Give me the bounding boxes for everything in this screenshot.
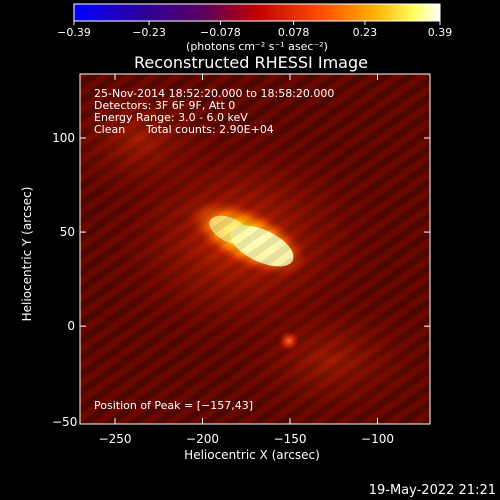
colorbar-ticks: −0.39 −0.23 −0.078 0.078 0.23 0.39 <box>57 21 452 39</box>
plot-frame <box>79 73 431 425</box>
x-axis-label: Heliocentric X (arcsec) <box>184 448 320 462</box>
colorbar-tick-label: −0.39 <box>57 26 91 39</box>
y-tick-label: 0 <box>67 319 75 333</box>
x-axis: −250 −200 −150 −100 <box>99 74 394 446</box>
clean-text: Clean <box>94 123 125 136</box>
heatmap-image <box>80 74 430 424</box>
x-tick-label: −100 <box>361 432 394 446</box>
colorbar-tick-label: 0.39 <box>428 26 453 39</box>
colorbar-units: (photons cm⁻² s⁻¹ asec⁻²) <box>186 40 328 53</box>
colorbar-tick-label: 0.078 <box>278 26 310 39</box>
total-counts-text: Total counts: 2.90E+04 <box>145 123 274 136</box>
y-axis-label: Heliocentric Y (arcsec) <box>20 187 34 322</box>
colorbar <box>73 3 441 22</box>
x-tick-label: −200 <box>186 432 219 446</box>
x-tick-label: −250 <box>99 432 132 446</box>
peak-position-text: Position of Peak = [−157,43] <box>94 399 253 412</box>
y-tick-label: 50 <box>60 225 75 239</box>
y-axis: 0 50 100 <box>52 131 430 333</box>
chart-title: Reconstructed RHESSI Image <box>134 53 368 72</box>
colorbar-tick-label: −0.23 <box>132 26 166 39</box>
y-corner-tick-label: −50 <box>52 415 77 429</box>
x-tick-label: −150 <box>274 432 307 446</box>
y-tick-label: 100 <box>52 131 75 145</box>
colorbar-tick-label: 0.23 <box>353 26 378 39</box>
detectors-text: Detectors: 3F 6F 9F, Att 0 <box>94 99 235 112</box>
energy-range-text: Energy Range: 3.0 - 6.0 keV <box>94 111 248 124</box>
footer-date: 19-May-2022 21:21 <box>369 483 496 498</box>
time-range-text: 25-Nov-2014 18:52:20.000 to 18:58:20.000 <box>94 87 334 100</box>
colorbar-tick-label: −0.078 <box>200 26 241 39</box>
annotations: 25-Nov-2014 18:52:20.000 to 18:58:20.000… <box>94 87 334 412</box>
